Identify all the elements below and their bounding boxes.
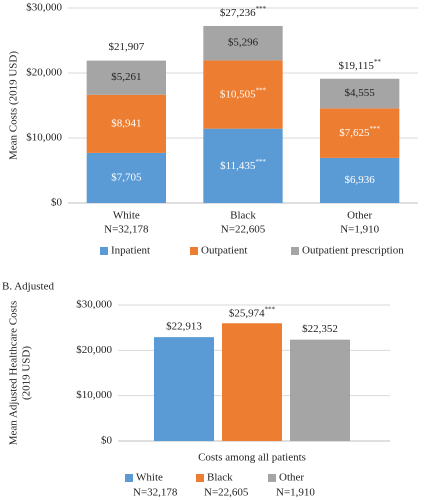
y-tick-label: $30,000: [26, 2, 62, 14]
total-label: $21,907: [108, 41, 144, 53]
x-tick-label: Other: [347, 210, 372, 222]
x-tick-label: White: [113, 210, 140, 222]
bar-segment: [86, 94, 166, 153]
y-tick-label: $10,000: [26, 132, 62, 144]
bar: [290, 339, 350, 441]
y-axis-title: Mean Costs (2019 USD): [8, 51, 20, 160]
legend-label: White: [136, 472, 163, 484]
y-tick-label: $20,000: [26, 67, 62, 79]
x-tick-label: Black: [230, 210, 256, 222]
x-tick-note: N=22,605: [221, 224, 266, 236]
legend-label: Other: [279, 472, 304, 484]
y-tick-label: $0: [101, 435, 113, 447]
total-label: $19,115**: [338, 57, 381, 71]
bar-segment: [320, 78, 400, 109]
x-tick-label: Costs among all patients: [198, 452, 306, 464]
subtitle: B. Adjusted: [2, 281, 54, 293]
legend-label: Outpatient: [201, 245, 247, 257]
legend-label: Outpatient prescription: [302, 245, 404, 257]
legend-note: N=1,910: [276, 487, 315, 499]
value-label: $22,352: [302, 323, 338, 335]
value-label: $8,941: [111, 117, 141, 129]
value-label: $11,435***: [220, 157, 266, 171]
x-tick-note: N=32,178: [104, 224, 149, 236]
legend-swatch: [100, 247, 108, 255]
bar-segment: [86, 152, 166, 203]
legend-swatch: [291, 247, 299, 255]
value-label: $7,705: [111, 171, 142, 183]
value-label: $5,261: [111, 71, 141, 83]
bar-segment: [203, 60, 283, 129]
y-tick-label: $20,000: [76, 344, 112, 356]
bar-segment: [86, 60, 166, 95]
value-label: $4,555: [345, 87, 376, 99]
y-axis-title: (2019 USD): [21, 346, 33, 400]
legend-label: Inpatient: [111, 245, 150, 257]
value-label: $6,936: [345, 174, 376, 186]
legend-swatch: [268, 474, 276, 482]
y-tick-label: $30,000: [76, 299, 112, 311]
bar: [154, 337, 214, 441]
legend-swatch: [190, 247, 198, 255]
y-tick-label: $10,000: [76, 389, 112, 401]
bar: [222, 323, 282, 441]
legend-label: Black: [207, 472, 233, 484]
value-label: $7,625***: [339, 125, 380, 139]
bar-segment: [203, 128, 283, 203]
y-axis-title: Mean Adjusted Healthcare Costs: [8, 301, 20, 446]
bar-segment: [203, 25, 283, 61]
value-label: $22,913: [166, 321, 202, 333]
legend-note: N=22,605: [204, 487, 249, 499]
x-tick-note: N=1,910: [340, 224, 379, 236]
legend-note: N=32,178: [133, 487, 178, 499]
value-label: $10,505***: [220, 86, 267, 100]
legend-swatch: [125, 474, 133, 482]
bar-segment: [320, 157, 400, 203]
value-label: $5,296: [228, 37, 259, 49]
total-label: $27,236***: [220, 5, 267, 19]
legend-swatch: [196, 474, 204, 482]
value-label: $25,974***: [229, 305, 276, 319]
y-tick-label: $0: [51, 197, 63, 209]
bar-segment: [320, 108, 400, 158]
